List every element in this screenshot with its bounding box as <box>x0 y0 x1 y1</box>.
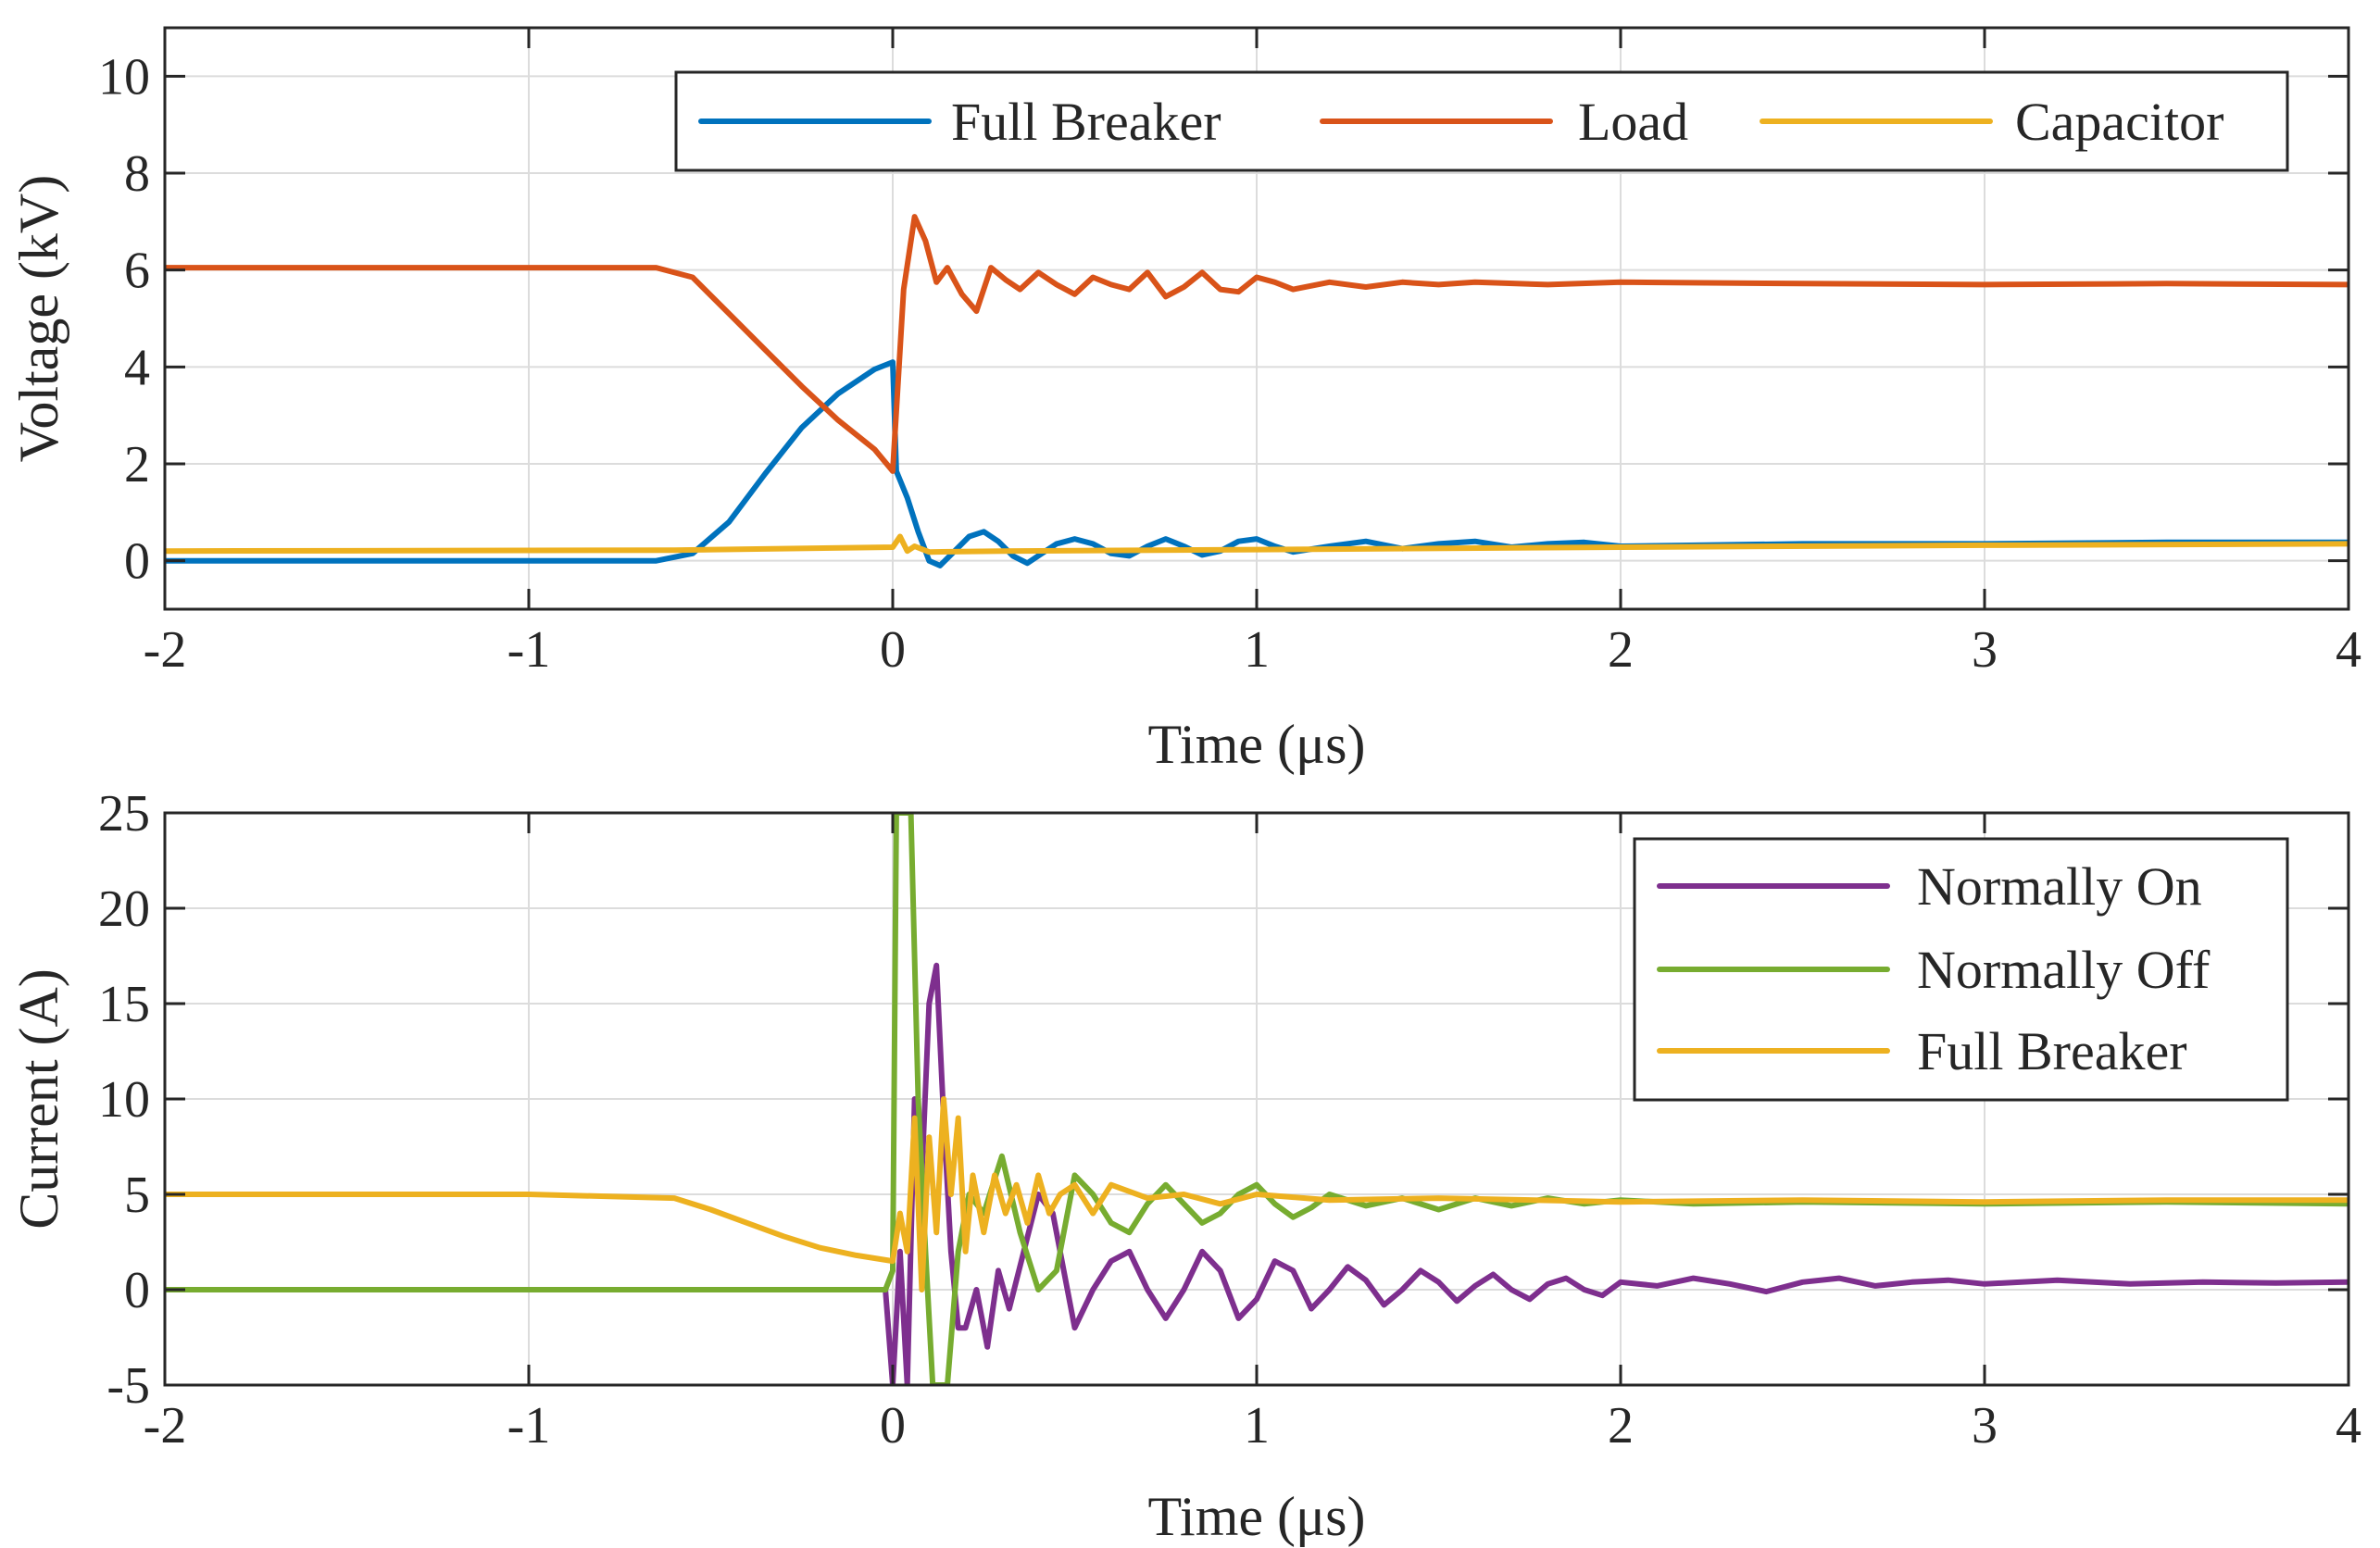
legend-label-normally-off: Normally Off <box>1917 940 2211 1000</box>
current-y-tick-label: -5 <box>106 1357 150 1415</box>
voltage-x-tick-label: 1 <box>1244 621 1270 679</box>
voltage-x-tick-label: 3 <box>1972 621 1998 679</box>
current-y-axis-label: Current (A) <box>8 968 69 1230</box>
voltage-x-tick-label: -1 <box>507 621 551 679</box>
voltage-y-tick-label: 4 <box>124 339 150 396</box>
legend-label-capacitor: Capacitor <box>2015 92 2223 152</box>
series-line-normally-on-current <box>165 962 2349 1385</box>
voltage-y-tick-label: 6 <box>124 243 150 300</box>
voltage-ticks: -2 -1 0 1 2 3 4 0 2 4 6 8 10 <box>98 28 2361 679</box>
current-y-tick-label: 0 <box>124 1262 150 1319</box>
current-y-tick-label: 10 <box>98 1071 150 1129</box>
legend-label-full-breaker-current: Full Breaker <box>1917 1021 2187 1081</box>
voltage-legend: Full Breaker Load Capacitor <box>674 70 2289 172</box>
legend-label-normally-on: Normally On <box>1917 856 2202 917</box>
current-x-tick-label: 1 <box>1244 1397 1270 1454</box>
legend-label-full-breaker-voltage: Full Breaker <box>951 92 1221 152</box>
current-legend: Normally On Normally Off Full Breaker <box>1633 837 2289 1102</box>
current-y-tick-label: 5 <box>124 1167 150 1224</box>
current-ticks: -2 -1 0 1 2 3 4 -5 0 5 10 15 20 25 <box>98 785 2361 1454</box>
voltage-x-tick-label: 0 <box>880 621 906 679</box>
current-x-tick-label: 4 <box>2336 1397 2361 1454</box>
current-x-tick-label: -2 <box>144 1397 187 1454</box>
current-series <box>165 813 2349 1385</box>
voltage-y-tick-label: 8 <box>124 145 150 203</box>
series-line-full-breaker-current <box>165 1096 2349 1292</box>
current-x-tick-label: -1 <box>507 1397 551 1454</box>
voltage-y-tick-label: 10 <box>98 48 150 106</box>
voltage-y-tick-label: 2 <box>124 436 150 493</box>
current-x-tick-label: 3 <box>1972 1397 1998 1454</box>
voltage-y-axis-label: Voltage (kV) <box>8 175 69 463</box>
current-x-tick-label: 0 <box>880 1397 906 1454</box>
current-panel: -2 -1 0 1 2 3 4 -5 0 5 10 15 20 25 Time (μs) Current … <box>8 785 2361 1547</box>
voltage-x-axis-label: Time (μs) <box>1148 714 1366 775</box>
current-y-tick-label: 25 <box>98 785 150 843</box>
legend-label-load: Load <box>1578 92 1688 152</box>
voltage-series <box>165 214 2349 568</box>
voltage-x-tick-label: 4 <box>2336 621 2361 679</box>
current-x-axis-label: Time (μs) <box>1148 1486 1366 1547</box>
current-y-tick-label: 20 <box>98 880 150 938</box>
series-line-load-voltage <box>165 214 2349 474</box>
current-y-tick-label: 15 <box>98 976 150 1033</box>
voltage-x-tick-label: 2 <box>1608 621 1634 679</box>
current-x-tick-label: 2 <box>1608 1397 1634 1454</box>
series-line-capacitor-voltage <box>165 533 2349 556</box>
voltage-x-tick-label: -2 <box>144 621 187 679</box>
voltage-y-tick-label: 0 <box>124 533 150 591</box>
